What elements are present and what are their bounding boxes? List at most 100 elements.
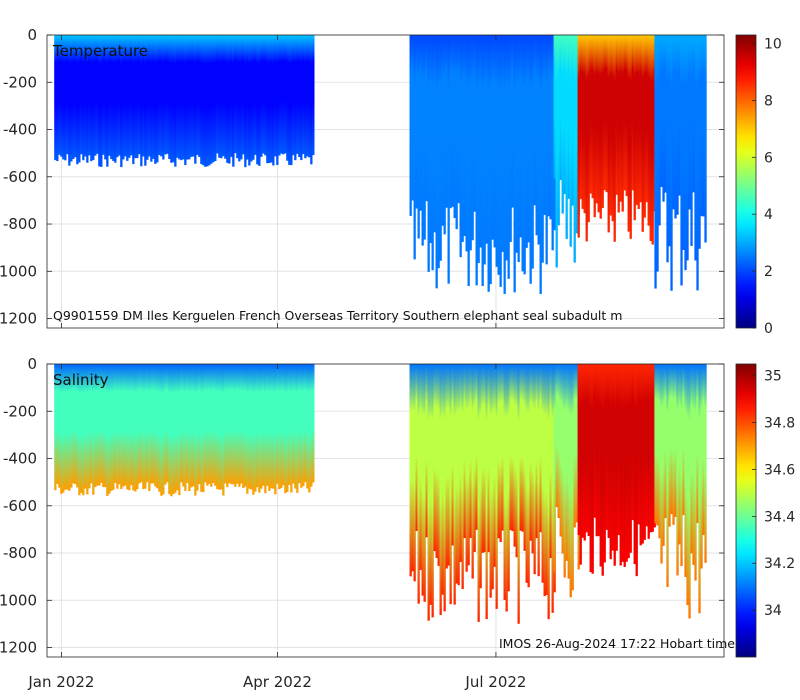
profile-strip (72, 35, 75, 159)
profile-strip (627, 35, 630, 232)
profile-strip (206, 35, 209, 167)
profile-strip (284, 364, 287, 494)
profile-strip (98, 35, 101, 167)
profile-strip (537, 35, 540, 245)
profile-strip (94, 364, 97, 488)
profile-strip (451, 35, 454, 207)
profile-strip (240, 364, 243, 484)
profile-strip (106, 364, 109, 497)
profile-strip (557, 35, 560, 226)
colorbar-tick-label: 4 (764, 207, 773, 223)
profile-strip (138, 35, 141, 155)
profile-strip (579, 35, 582, 200)
profile-strip (118, 364, 121, 485)
profile-strip (308, 35, 311, 158)
profile-strip (589, 35, 592, 194)
profile-strip (114, 35, 117, 163)
profile-strip (633, 35, 636, 221)
profile-strip (70, 35, 73, 162)
profile-strip (513, 364, 516, 547)
profile-strip (443, 364, 446, 612)
y-tick-label: -400 (3, 450, 37, 468)
profile-strip (419, 364, 422, 570)
profile-strip (160, 35, 163, 157)
profile-strip (479, 35, 482, 248)
profile-strip (471, 35, 474, 241)
data-segment (409, 35, 556, 295)
profile-strip (130, 35, 133, 156)
profile-strip (228, 364, 231, 484)
profile-strip (222, 364, 225, 496)
x-tick-label: Jul 2022 (464, 673, 526, 691)
profile-strip (234, 35, 237, 154)
profile-strip (220, 35, 223, 159)
profile-strip (499, 364, 502, 543)
profile-strip (411, 35, 414, 201)
profile-strip (519, 35, 522, 238)
profile-strip (134, 35, 137, 159)
profile-strip (668, 364, 671, 527)
profile-strip (694, 364, 697, 581)
profile-strip (274, 35, 277, 157)
profile-strip (597, 364, 600, 537)
profile-strip (82, 364, 85, 496)
data-segment (54, 364, 315, 497)
profile-strip (60, 35, 63, 157)
profile-strip (66, 364, 69, 490)
profile-strip (110, 364, 113, 491)
profile-strip (527, 364, 530, 588)
profile-strip (507, 364, 510, 592)
profile-strip (704, 35, 707, 243)
profile-strip (491, 364, 494, 590)
profile-strip (120, 35, 123, 168)
profile-strip (535, 35, 538, 236)
profile-strip (700, 364, 703, 569)
profile-strip (92, 364, 95, 495)
panel-title: Salinity (53, 371, 109, 389)
profile-strip (617, 35, 620, 213)
profile-strip (445, 364, 448, 569)
profile-strip (674, 35, 677, 219)
profile-strip (607, 364, 610, 538)
profile-strip (656, 364, 659, 526)
profile-strip (517, 364, 520, 624)
profile-strip (98, 364, 101, 486)
profile-strip (202, 35, 205, 166)
profile-strip (242, 364, 245, 488)
profile-strip (613, 364, 616, 566)
profile-strip (238, 35, 241, 162)
profile-strip (579, 364, 582, 565)
profile-strip (216, 364, 219, 490)
profile-strip (419, 35, 422, 211)
profile-strip (64, 364, 67, 490)
footer-annotation: IMOS 26-Aug-2024 17:22 Hobart time (499, 636, 735, 651)
profile-strip (643, 35, 646, 218)
profile-strip (613, 35, 616, 242)
profile-strip (128, 35, 131, 158)
profile-strip (106, 35, 109, 167)
profile-strip (266, 35, 269, 164)
profile-strip (268, 35, 271, 164)
profile-strip (254, 35, 257, 155)
profile-strip (662, 364, 665, 546)
profile-strip (469, 364, 472, 538)
profile-strip (236, 35, 239, 159)
profile-strip (463, 364, 466, 539)
y-tick-label: -800 (3, 215, 37, 233)
profile-strip (457, 364, 460, 586)
profile-strip (156, 35, 159, 163)
profile-strip (485, 364, 488, 620)
profile-strip (477, 364, 480, 622)
profile-strip (409, 364, 412, 577)
profile-strip (475, 35, 478, 286)
profile-strip (525, 35, 528, 248)
profile-strip (62, 364, 65, 493)
profile-strip (670, 364, 673, 515)
profile-strip (641, 35, 644, 232)
profile-strip (240, 35, 243, 160)
profile-strip (654, 35, 657, 289)
profile-strip (248, 35, 251, 166)
profile-strip (609, 35, 612, 216)
profile-strip (198, 35, 201, 157)
profile-strip (483, 364, 486, 553)
